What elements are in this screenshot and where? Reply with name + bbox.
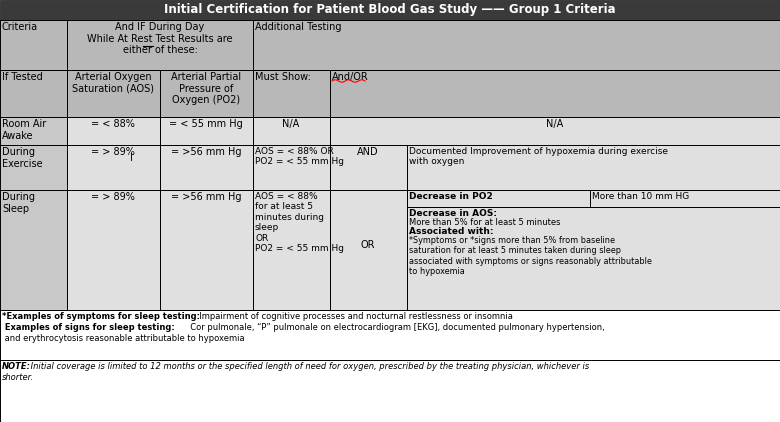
Bar (160, 145, 253, 190)
Text: Room Air
Awake: Room Air Awake (2, 119, 46, 141)
Bar (330, 145, 407, 190)
Bar (67, 145, 160, 190)
Text: And IF During Day
While At Rest Test Results are
either of these:: And IF During Day While At Rest Test Res… (87, 22, 232, 55)
Bar (160, 190, 253, 310)
Bar (253, 117, 330, 145)
Bar (590, 190, 780, 207)
Text: Decrease in AOS:: Decrease in AOS: (409, 209, 497, 218)
Text: *Symptoms or *signs more than 5% from baseline
saturation for at least 5 minutes: *Symptoms or *signs more than 5% from ba… (409, 236, 652, 276)
Text: = >56 mm Hg: = >56 mm Hg (171, 147, 241, 157)
Text: More than 5% for at least 5 minutes: More than 5% for at least 5 minutes (409, 218, 561, 227)
Text: and erythrocytosis reasonable attributable to hypoxemia: and erythrocytosis reasonable attributab… (2, 334, 245, 343)
Text: Initial coverage is limited to 12 months or the specified length of need for oxy: Initial coverage is limited to 12 months… (28, 362, 589, 371)
Bar (330, 70, 780, 117)
Text: = > 89%: = > 89% (91, 147, 135, 157)
Text: = < 55 mm Hg: = < 55 mm Hg (169, 119, 243, 129)
Text: And/OR: And/OR (332, 72, 369, 82)
Text: Arterial Partial
Pressure of
Oxygen (PO2): Arterial Partial Pressure of Oxygen (PO2… (171, 72, 241, 105)
Bar (67, 190, 160, 310)
Text: I: I (129, 153, 133, 163)
Bar (0, 117, 67, 145)
Bar (407, 145, 780, 190)
Text: = >56 mm Hg: = >56 mm Hg (171, 192, 241, 202)
Bar (253, 20, 780, 70)
Bar (0, 360, 780, 422)
Bar (67, 70, 160, 117)
Bar (160, 117, 253, 145)
Bar (330, 117, 780, 145)
Text: NOTE:: NOTE: (2, 362, 31, 371)
Text: N/A: N/A (546, 119, 564, 129)
Text: shorter.: shorter. (2, 373, 34, 382)
Text: = < 88%: = < 88% (91, 119, 135, 129)
Text: *Examples of symptoms for sleep testing:: *Examples of symptoms for sleep testing: (2, 312, 200, 321)
Bar (0, 190, 67, 310)
Text: During
Exercise: During Exercise (2, 147, 43, 169)
Text: Arterial Oxygen
Saturation (AOS): Arterial Oxygen Saturation (AOS) (72, 72, 154, 94)
Text: AOS = < 88% OR
PO2 = < 55 mm Hg: AOS = < 88% OR PO2 = < 55 mm Hg (255, 147, 344, 166)
Text: Examples of signs for sleep testing:: Examples of signs for sleep testing: (2, 323, 175, 332)
Text: AOS = < 88%
for at least 5
minutes during
sleep
OR
PO2 = < 55 mm Hg: AOS = < 88% for at least 5 minutes durin… (255, 192, 344, 253)
Text: Additional Testing: Additional Testing (255, 22, 342, 32)
Text: If Tested: If Tested (2, 72, 43, 82)
Bar (0, 310, 780, 360)
Bar (253, 190, 330, 310)
Bar (253, 70, 330, 117)
Text: More than 10 mm HG: More than 10 mm HG (592, 192, 690, 201)
Bar (160, 70, 253, 117)
Bar (253, 145, 330, 190)
Bar (330, 190, 407, 310)
Text: OR: OR (360, 240, 375, 250)
Bar (67, 20, 253, 70)
Text: Decrease in PO2: Decrease in PO2 (409, 192, 493, 201)
Text: Documented Improvement of hypoxemia during exercise
with oxygen: Documented Improvement of hypoxemia duri… (409, 147, 668, 166)
Text: Initial Certification for Patient Blood Gas Study —— Group 1 Criteria: Initial Certification for Patient Blood … (164, 3, 616, 16)
Text: Impairment of cognitive processes and nocturnal restlessness or insomnia: Impairment of cognitive processes and no… (194, 312, 513, 321)
Bar (0, 145, 67, 190)
Bar (67, 117, 160, 145)
Text: = > 89%: = > 89% (91, 192, 135, 202)
Bar (407, 207, 780, 310)
Text: Must Show:: Must Show: (255, 72, 311, 82)
Bar (407, 190, 590, 207)
Bar (0, 20, 67, 70)
Bar (0, 0, 780, 20)
Text: AND: AND (357, 147, 379, 157)
Bar (0, 70, 67, 117)
Text: Criteria: Criteria (2, 22, 38, 32)
Text: Cor pulmonale, “P” pulmonale on electrocardiogram [EKG], documented pulmonary hy: Cor pulmonale, “P” pulmonale on electroc… (185, 323, 604, 332)
Text: Associated with:: Associated with: (409, 227, 494, 236)
Text: N/A: N/A (282, 119, 300, 129)
Text: During
Sleep: During Sleep (2, 192, 35, 214)
